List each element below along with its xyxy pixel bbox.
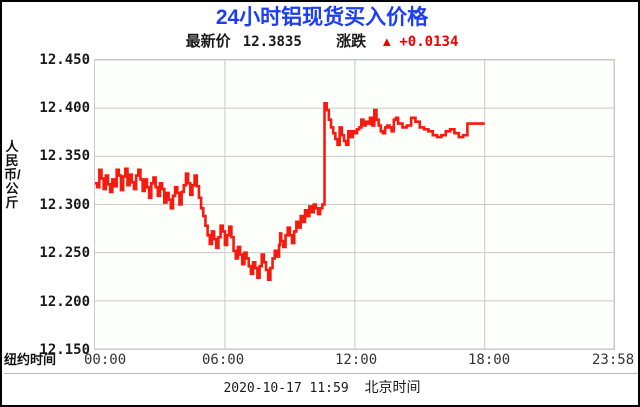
y-tick-label: 12.300 xyxy=(39,197,90,213)
plot-area xyxy=(94,59,615,350)
x-axis-tick-labels: 00:00 06:00 12:00 18:00 23:58 xyxy=(2,352,638,370)
triangle-up-icon: ▲ xyxy=(380,34,394,49)
price-summary-bar: 最新价 12.3835 涨跌 ▲ +0.0134 xyxy=(2,33,638,51)
y-tick-label: 12.400 xyxy=(39,100,90,116)
x-axis-title: 纽约时间 xyxy=(4,352,57,367)
y-tick-label: 12.200 xyxy=(39,294,90,310)
footer-bar: 2020-10-17 11:59 北京时间 xyxy=(2,379,638,397)
x-tick-label: 12:00 xyxy=(335,352,378,368)
change-value: +0.0134 xyxy=(399,34,459,50)
y-axis-tick-labels: 12.450 12.400 12.350 12.300 12.250 12.20… xyxy=(8,2,90,405)
x-tick-label: 18:00 xyxy=(468,352,511,368)
footer-timezone: 北京时间 xyxy=(364,379,421,395)
price-line xyxy=(95,102,485,281)
y-tick-label: 12.250 xyxy=(39,245,90,261)
latest-price-value: 12.3835 xyxy=(242,34,302,50)
y-tick-label: 12.150 xyxy=(39,342,90,358)
latest-price-label: 最新价 xyxy=(185,33,231,50)
page-title: 24小时铝现货买入价格 xyxy=(215,6,429,29)
y-axis-title: 人民币/公斤 xyxy=(4,139,21,210)
footer-divider xyxy=(4,373,638,374)
y-tick-label: 12.450 xyxy=(39,52,90,68)
x-tick-label: 00:00 xyxy=(84,352,127,368)
change-label: 涨跌 xyxy=(336,33,367,50)
x-tick-label: 23:58 xyxy=(592,352,635,368)
footer-datetime: 2020-10-17 11:59 xyxy=(223,381,349,396)
price-line-chart xyxy=(95,60,614,349)
gridlines xyxy=(95,60,614,349)
x-tick-label: 06:00 xyxy=(202,352,245,368)
y-tick-label: 12.350 xyxy=(39,148,90,164)
